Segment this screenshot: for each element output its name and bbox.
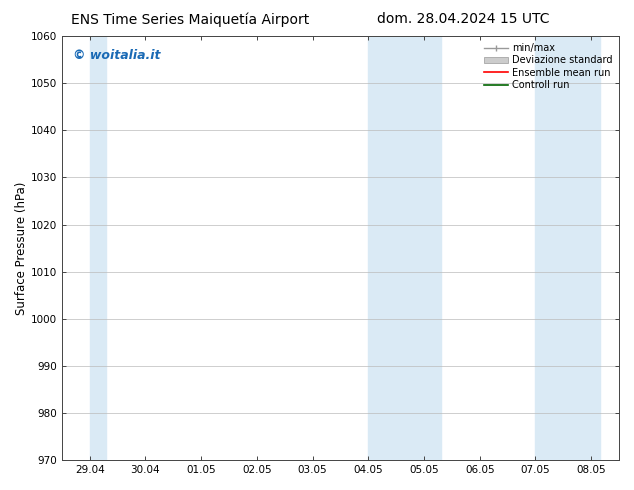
Legend: min/max, Deviazione standard, Ensemble mean run, Controll run: min/max, Deviazione standard, Ensemble m… bbox=[482, 41, 614, 92]
Bar bbox=[536, 36, 600, 460]
Text: ENS Time Series Maiquetía Airport: ENS Time Series Maiquetía Airport bbox=[71, 12, 309, 27]
Text: dom. 28.04.2024 15 UTC: dom. 28.04.2024 15 UTC bbox=[377, 12, 549, 26]
Text: © woitalia.it: © woitalia.it bbox=[73, 49, 160, 62]
Y-axis label: Surface Pressure (hPa): Surface Pressure (hPa) bbox=[15, 181, 28, 315]
Bar bbox=[368, 36, 441, 460]
Bar bbox=[90, 36, 107, 460]
